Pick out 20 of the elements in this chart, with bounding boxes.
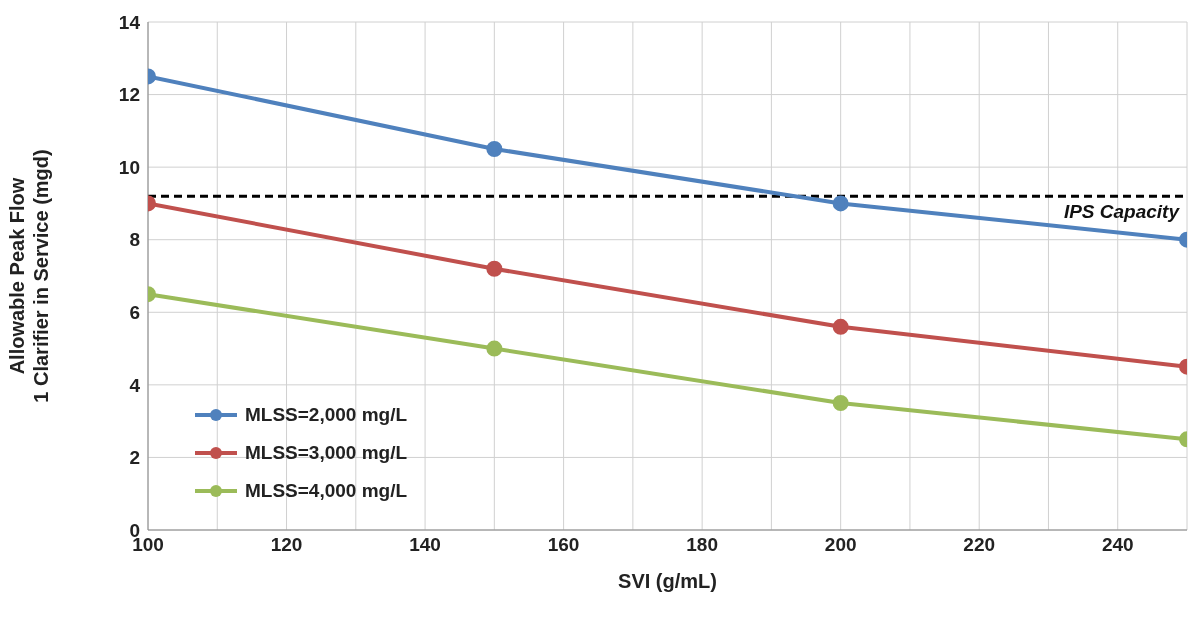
y-axis-title: Allowable Peak Flow 1 Clarifier in Service (mgd): [6, 149, 52, 403]
x-axis-title: SVI (g/mL): [618, 570, 717, 592]
y-tick-label: 10: [118, 156, 140, 178]
y-tick-label: 12: [118, 84, 140, 106]
y-tick-label: 14: [118, 11, 141, 33]
y-tick-label: 8: [129, 229, 140, 251]
x-tick-label: 140: [409, 534, 441, 556]
legend-label: MLSS=2,000 mg/L: [245, 404, 408, 426]
y-tick-label: 6: [129, 302, 140, 324]
x-tick-label: 220: [963, 534, 996, 556]
ref-line-label: IPS Capacity: [1063, 200, 1181, 222]
x-tick-label: 200: [824, 534, 857, 556]
x-tick-label: 180: [686, 534, 718, 556]
x-tick-label: 240: [1101, 534, 1134, 556]
x-tick-label: 120: [270, 534, 303, 556]
legend-label: MLSS=3,000 mg/L: [245, 442, 408, 464]
y-tick-label: 2: [129, 447, 140, 469]
legend-label: MLSS=4,000 mg/L: [245, 480, 408, 502]
y-tick-label: 4: [129, 374, 141, 396]
x-tick-label: 160: [547, 534, 580, 556]
